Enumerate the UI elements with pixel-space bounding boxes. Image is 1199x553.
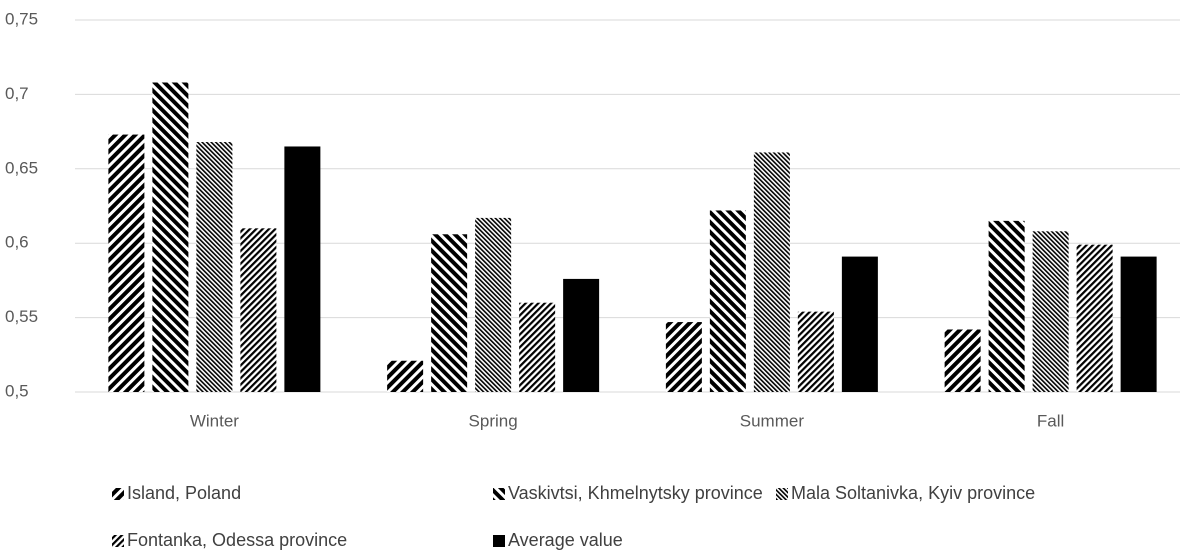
- legend: Island, Poland Vaskivtsi, Khmelnytsky pro…: [112, 483, 1035, 550]
- bar: [1120, 256, 1157, 392]
- y-tick-label: 0,65: [5, 158, 38, 177]
- bar: [387, 360, 424, 392]
- bar: [1076, 244, 1113, 392]
- legend-swatch: [493, 535, 505, 547]
- legend-label: Mala Soltanivka, Kyiv province: [791, 483, 1035, 503]
- bar: [108, 134, 145, 393]
- bar: [797, 311, 834, 392]
- y-tick-label: 0,6: [5, 233, 29, 252]
- legend-swatch: [112, 488, 124, 500]
- x-tick-label: Fall: [1037, 411, 1064, 430]
- legend-label: Fontanka, Odessa province: [127, 530, 347, 550]
- legend-label: Island, Poland: [127, 483, 241, 503]
- bar: [519, 302, 556, 392]
- bar: [152, 82, 189, 392]
- bar: [196, 142, 233, 392]
- y-tick-label: 0,75: [5, 9, 38, 28]
- bar: [665, 322, 702, 392]
- bar: [431, 234, 468, 392]
- bar: [475, 217, 512, 392]
- bar: [709, 210, 746, 392]
- bar: [240, 228, 277, 392]
- legend-label: Average value: [508, 530, 623, 550]
- x-tick-label: Winter: [190, 411, 239, 430]
- bar: [563, 278, 600, 392]
- bar: [753, 152, 790, 392]
- bar: [944, 329, 981, 392]
- bar: [1032, 231, 1069, 392]
- bar: [841, 256, 878, 392]
- y-tick-label: 0,5: [5, 381, 29, 400]
- bar: [284, 146, 321, 392]
- y-tick-label: 0,7: [5, 84, 29, 103]
- y-tick-label: 0,55: [5, 307, 38, 326]
- x-tick-label: Spring: [469, 411, 518, 430]
- x-tick-label: Summer: [740, 411, 805, 430]
- bar: [988, 220, 1025, 392]
- legend-swatch: [493, 488, 505, 500]
- legend-label: Vaskivtsi, Khmelnytsky province: [508, 483, 763, 503]
- legend-swatch: [776, 488, 788, 500]
- legend-swatch: [112, 535, 124, 547]
